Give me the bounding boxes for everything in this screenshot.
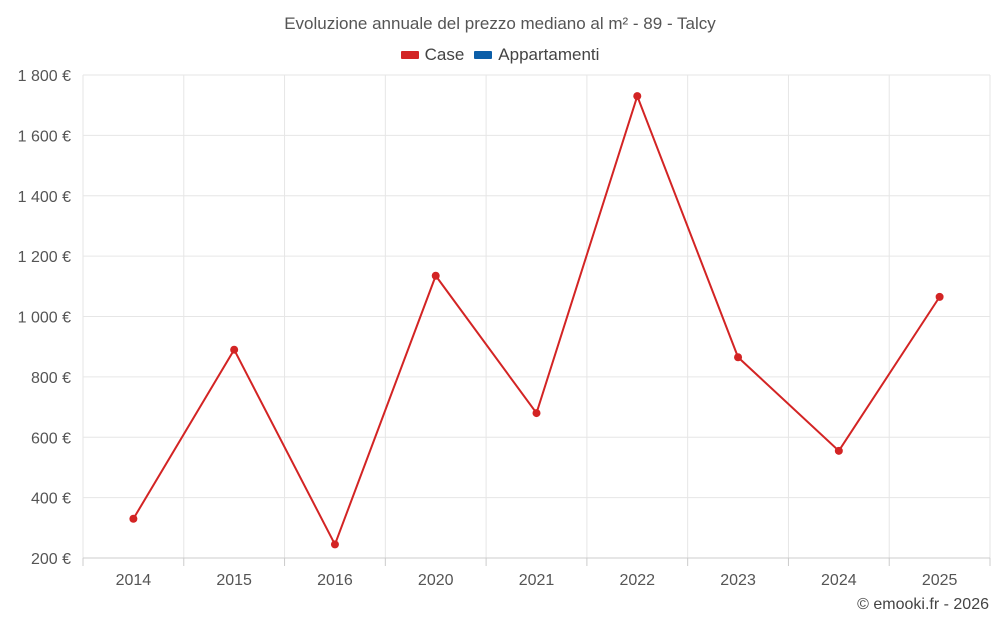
data-point xyxy=(532,409,541,418)
y-tick-label: 600 € xyxy=(31,430,71,447)
data-point xyxy=(330,540,339,549)
series-line-case xyxy=(132,93,941,547)
legend-swatch-appartamenti xyxy=(474,51,493,59)
y-tick-label: 1 800 € xyxy=(18,68,71,85)
legend-swatch-case xyxy=(400,51,419,59)
y-tick-label: 1 200 € xyxy=(18,249,71,266)
legend-item-appartamenti[interactable]: Appartamenti xyxy=(474,45,599,65)
legend: Case Appartamenti xyxy=(0,45,1000,65)
x-tick-label: 2024 xyxy=(821,572,857,589)
legend-label-case: Case xyxy=(424,45,465,64)
x-tick-label: 2023 xyxy=(720,572,756,589)
data-point xyxy=(734,353,743,362)
legend-label-appartamenti: Appartamenti xyxy=(498,45,600,64)
y-tick-label: 1 600 € xyxy=(18,128,71,145)
data-point xyxy=(230,345,239,354)
credit-text: © emooki.fr - 2026 xyxy=(857,596,989,613)
y-tick-label: 800 € xyxy=(31,370,71,387)
y-tick-label: 200 € xyxy=(31,551,71,568)
x-tick-label: 2025 xyxy=(922,572,958,589)
y-tick-label: 400 € xyxy=(31,491,71,508)
data-point xyxy=(129,514,138,523)
x-tick-label: 2021 xyxy=(519,572,555,589)
data-point xyxy=(633,92,642,101)
data-point xyxy=(834,446,843,455)
x-tick-label: 2022 xyxy=(619,572,655,589)
data-point xyxy=(431,271,440,280)
x-tick-label: 2015 xyxy=(216,572,252,589)
legend-item-case[interactable]: Case xyxy=(400,45,465,65)
data-point xyxy=(935,292,944,301)
chart-title: Evoluzione annuale del prezzo mediano al… xyxy=(284,14,716,33)
x-tick-label: 2020 xyxy=(418,572,454,589)
y-tick-label: 1 000 € xyxy=(18,310,71,327)
x-tick-label: 2014 xyxy=(116,572,152,589)
x-tick-label: 2016 xyxy=(317,572,353,589)
y-tick-label: 1 400 € xyxy=(18,189,71,206)
